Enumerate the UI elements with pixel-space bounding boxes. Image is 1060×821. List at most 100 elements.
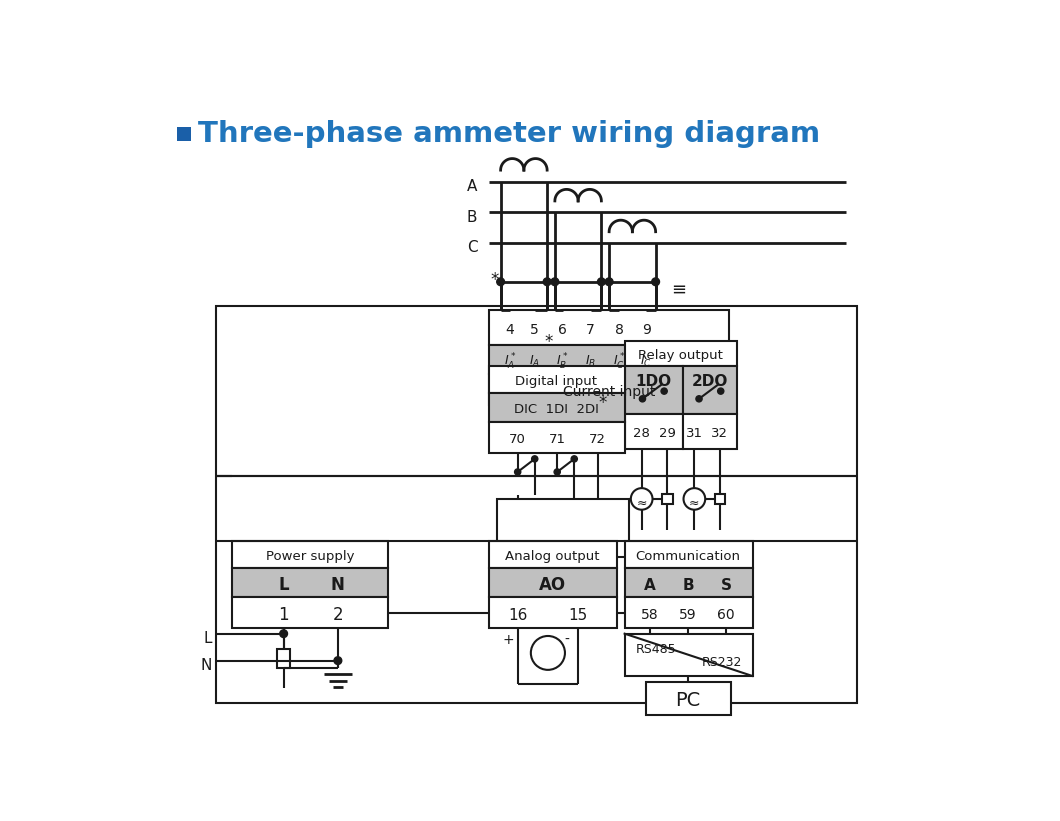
Bar xyxy=(647,682,730,714)
Bar xyxy=(489,422,624,452)
Text: RS232: RS232 xyxy=(702,656,742,668)
Text: 5: 5 xyxy=(530,323,540,337)
Text: L: L xyxy=(279,576,289,594)
Text: A: A xyxy=(467,179,477,194)
Bar xyxy=(278,649,289,668)
Text: 8: 8 xyxy=(615,323,623,337)
Text: DIC  1DI  2DI: DIC 1DI 2DI xyxy=(514,403,599,416)
Text: RS485: RS485 xyxy=(635,643,676,656)
Bar xyxy=(232,598,388,628)
Text: 28: 28 xyxy=(633,427,650,440)
Text: *: * xyxy=(490,271,498,289)
Text: 71: 71 xyxy=(549,433,566,446)
Text: N: N xyxy=(201,658,212,672)
Circle shape xyxy=(598,278,605,286)
Circle shape xyxy=(696,396,702,402)
Circle shape xyxy=(531,636,565,670)
Bar xyxy=(489,310,729,345)
Text: *: * xyxy=(599,394,607,412)
Circle shape xyxy=(497,278,505,286)
Text: 2: 2 xyxy=(333,606,343,624)
Text: A: A xyxy=(644,578,656,593)
Text: Digital input: Digital input xyxy=(515,375,598,388)
Bar xyxy=(489,345,729,374)
Bar xyxy=(714,493,725,504)
Text: 59: 59 xyxy=(679,608,697,622)
Circle shape xyxy=(334,657,341,664)
Circle shape xyxy=(718,388,724,394)
Text: 32: 32 xyxy=(711,427,728,440)
Text: ≈: ≈ xyxy=(689,497,700,510)
Text: ≈: ≈ xyxy=(636,497,647,510)
Circle shape xyxy=(532,456,537,462)
Bar xyxy=(497,499,629,557)
Bar xyxy=(624,415,683,449)
Text: 31: 31 xyxy=(686,427,703,440)
Text: $I_B$: $I_B$ xyxy=(585,355,596,369)
Text: $I_C^*$: $I_C^*$ xyxy=(613,352,625,372)
Text: Relay output: Relay output xyxy=(638,349,723,362)
Text: 60: 60 xyxy=(718,608,735,622)
Circle shape xyxy=(661,388,667,394)
Text: 29: 29 xyxy=(659,427,675,440)
Bar xyxy=(489,392,624,422)
Text: Communication: Communication xyxy=(636,550,741,563)
Bar xyxy=(489,598,617,628)
Text: 2DO: 2DO xyxy=(692,374,728,389)
Bar xyxy=(489,541,617,568)
Bar xyxy=(216,306,858,703)
Bar xyxy=(683,366,737,415)
Circle shape xyxy=(684,488,705,510)
Circle shape xyxy=(280,630,287,638)
Text: 1DO: 1DO xyxy=(635,374,671,389)
Text: Three-phase ammeter wiring diagram: Three-phase ammeter wiring diagram xyxy=(198,120,820,148)
Bar xyxy=(661,493,673,504)
Text: Analog output: Analog output xyxy=(506,550,600,563)
Circle shape xyxy=(631,488,653,510)
Text: AO: AO xyxy=(538,576,566,594)
Text: Current input: Current input xyxy=(563,385,655,399)
Circle shape xyxy=(605,278,613,286)
Bar xyxy=(232,568,388,598)
Bar xyxy=(624,366,683,415)
Bar xyxy=(624,634,753,676)
Bar xyxy=(624,541,753,568)
Text: *: * xyxy=(545,333,553,351)
Bar xyxy=(683,415,737,449)
Circle shape xyxy=(571,456,578,462)
Bar xyxy=(624,341,737,366)
Circle shape xyxy=(639,396,646,402)
Text: -: - xyxy=(564,633,569,647)
Bar xyxy=(624,568,753,598)
Bar xyxy=(232,541,388,568)
Circle shape xyxy=(551,278,559,286)
Text: Power supply: Power supply xyxy=(266,550,354,563)
Bar xyxy=(489,374,729,405)
Text: B: B xyxy=(683,578,694,593)
Text: 9: 9 xyxy=(642,323,651,337)
Bar xyxy=(489,568,617,598)
Circle shape xyxy=(554,469,561,475)
Text: 6: 6 xyxy=(559,323,567,337)
Text: 70: 70 xyxy=(509,433,526,446)
Text: 1: 1 xyxy=(279,606,289,624)
Bar xyxy=(489,366,624,392)
Bar xyxy=(624,598,753,628)
Text: PC: PC xyxy=(675,691,701,710)
Text: 72: 72 xyxy=(589,433,606,446)
Text: +: + xyxy=(502,633,514,647)
Circle shape xyxy=(652,278,659,286)
Text: S: S xyxy=(721,578,731,593)
Circle shape xyxy=(543,278,551,286)
Text: $I_A^*$: $I_A^*$ xyxy=(504,352,516,372)
Text: $I_B^*$: $I_B^*$ xyxy=(556,352,569,372)
Bar xyxy=(177,127,191,141)
Text: $I_A$: $I_A$ xyxy=(529,355,541,369)
Text: C: C xyxy=(466,241,477,255)
Text: ≡: ≡ xyxy=(671,281,686,299)
Text: 15: 15 xyxy=(568,608,587,622)
Text: 16: 16 xyxy=(508,608,528,622)
Text: $I_C$: $I_C$ xyxy=(640,355,652,369)
Text: 4: 4 xyxy=(506,323,514,337)
Text: B: B xyxy=(466,209,477,225)
